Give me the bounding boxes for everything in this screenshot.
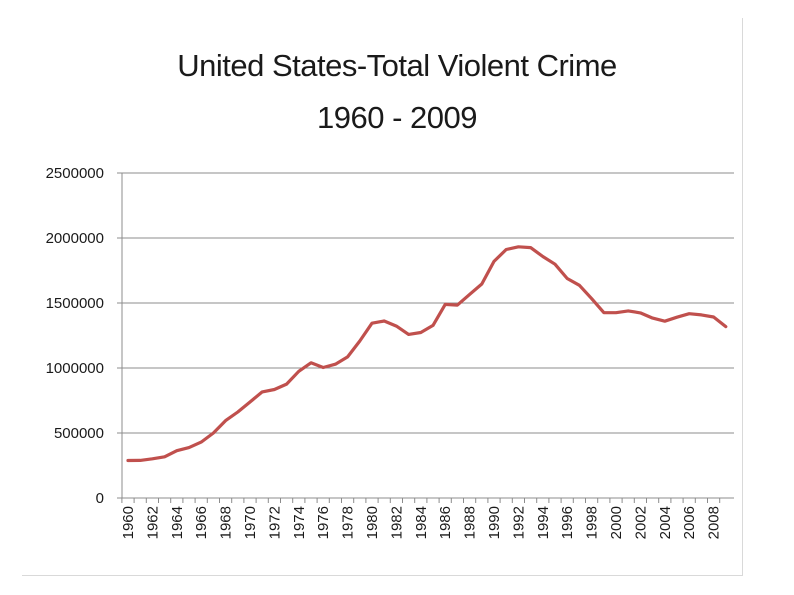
x-tick-label: 1980 [364,506,381,539]
x-tick-label: 1996 [559,506,576,539]
x-tick-label: 1970 [242,506,259,539]
chart-title: United States-Total Violent Crime [177,48,617,83]
x-tick-labels: 1960 1962 1964 1966 1968 1970 1972 1974 1976 1978… [120,506,723,539]
y-tick-labels: 0 500000 1000000 1500000 2000000 2500000 [46,165,104,507]
x-tick-label: 1992 [510,506,527,539]
x-tick-label: 2000 [608,506,625,539]
x-tick-label: 2006 [681,506,698,539]
x-tick-label: 1990 [486,506,503,539]
y-tick-label: 500000 [54,425,104,442]
x-tick-label: 1982 [388,506,405,539]
x-tick-label: 1978 [340,506,357,539]
x-tick-label: 1974 [291,506,308,539]
axes [117,172,734,503]
x-tick-label: 1976 [315,506,332,539]
x-tick-label: 2002 [632,506,649,539]
x-tick-label: 1984 [413,506,430,539]
x-tick-label: 1998 [584,506,601,539]
chart-subtitle: 1960 - 2009 [317,100,477,135]
gridlines [122,172,734,434]
chart-frame [22,18,743,576]
x-tick-label: 1964 [169,506,186,539]
x-tick-label: 1962 [144,506,161,539]
series-line-violent-crime [126,245,728,463]
x-tick-label: 1972 [266,506,283,539]
y-tick-label: 1500000 [46,295,104,312]
x-tick-label: 2004 [657,506,674,539]
x-tick-label: 1960 [120,506,137,539]
x-tick-label: 1988 [462,506,479,539]
x-tick-label: 1986 [437,506,454,539]
y-tick-label: 2000000 [46,230,104,247]
y-tick-label: 2500000 [46,165,104,182]
x-tick-label: 2008 [706,506,723,539]
x-tick-label: 1968 [218,506,235,539]
y-tick-label: 1000000 [46,360,104,377]
x-tick-label: 1994 [535,506,552,539]
y-tick-label: 0 [96,490,104,507]
x-tick-label: 1966 [193,506,210,539]
